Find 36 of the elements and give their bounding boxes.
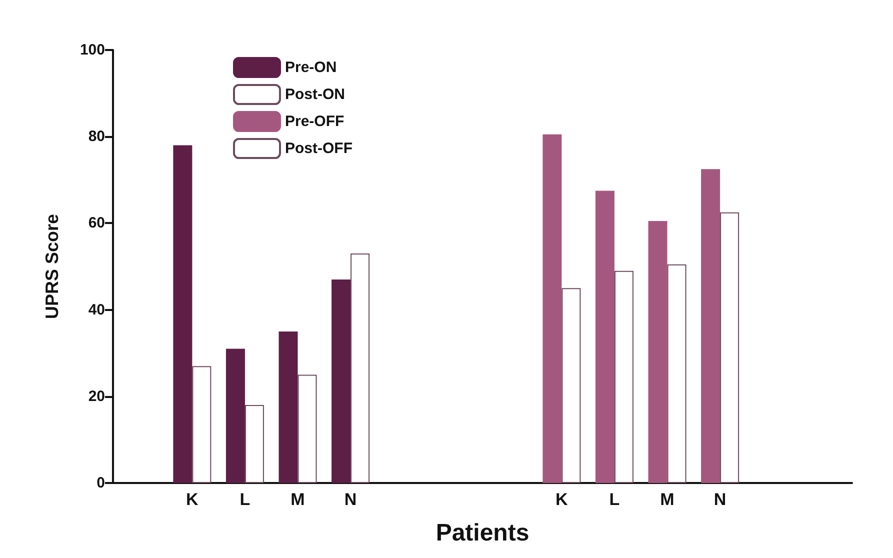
y-tick-label: 100 xyxy=(80,42,105,58)
y-tick-label: 40 xyxy=(88,301,105,318)
y-tick-label: 80 xyxy=(88,128,105,146)
x-tick-label: N xyxy=(344,490,357,509)
y-axis-title: UPRS Score xyxy=(42,214,62,320)
bar xyxy=(278,331,298,483)
x-tick-label: M xyxy=(290,490,305,509)
bar xyxy=(332,279,351,483)
bar xyxy=(562,288,581,483)
bar xyxy=(350,254,370,483)
bar xyxy=(244,405,264,483)
x-tick-label: N xyxy=(714,490,726,509)
y-tick-label: 60 xyxy=(88,214,105,232)
bar xyxy=(667,264,686,483)
legend-label: Post-ON xyxy=(285,86,345,103)
x-tick-label: L xyxy=(609,490,620,509)
bar xyxy=(173,145,192,483)
bar xyxy=(226,348,245,483)
x-axis-title: Patients xyxy=(436,520,530,546)
bar xyxy=(720,212,740,483)
bar xyxy=(542,134,562,483)
y-tick-label: 0 xyxy=(96,474,105,492)
legend-label: Pre-OFF xyxy=(285,113,344,130)
bar xyxy=(595,190,614,483)
bar xyxy=(648,221,668,483)
bar xyxy=(192,366,212,483)
bar xyxy=(614,270,634,483)
y-tick-label: 20 xyxy=(88,388,105,405)
x-tick-label: M xyxy=(660,490,674,509)
x-tick-label: L xyxy=(240,490,250,509)
bar xyxy=(701,169,720,483)
bar xyxy=(298,374,317,483)
x-tick-label: K xyxy=(186,490,200,509)
legend-label: Pre-ON xyxy=(285,59,337,76)
x-tick-label: K xyxy=(556,490,569,509)
legend-label: Post-OFF xyxy=(285,140,352,157)
